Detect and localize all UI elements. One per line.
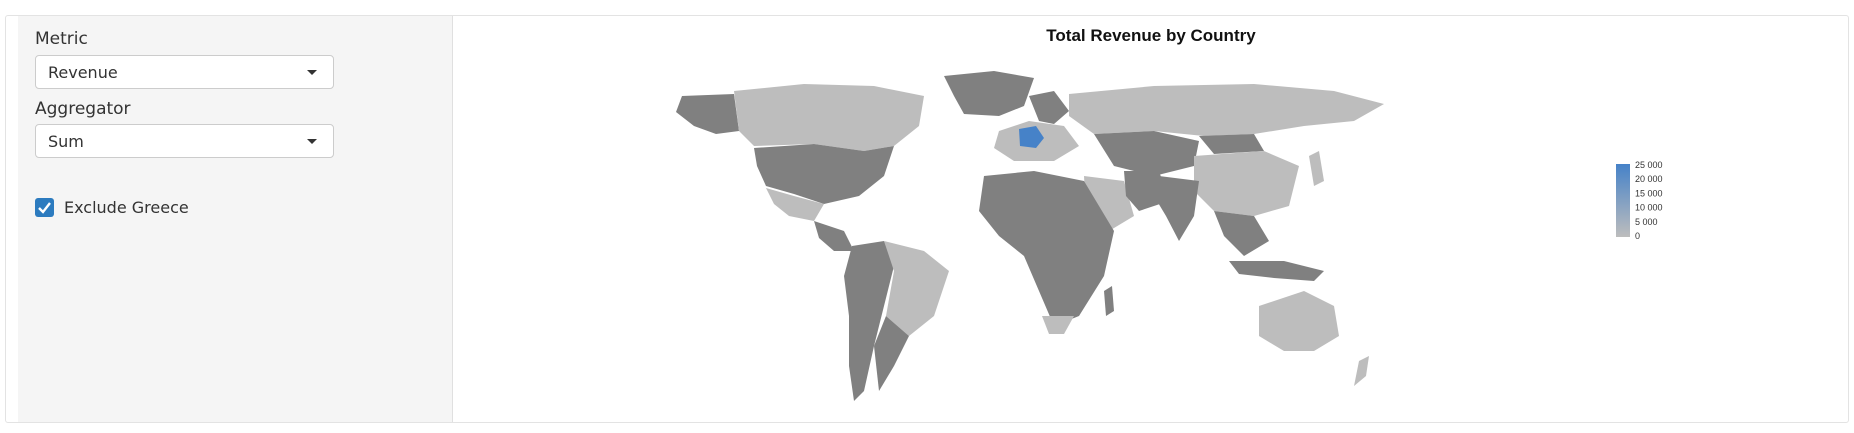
country-mexico[interactable] (766, 188, 824, 221)
country-mongolia[interactable] (1199, 134, 1264, 154)
legend-tick-label: 25 000 (1635, 160, 1663, 170)
metric-select[interactable]: Revenue (35, 55, 334, 89)
exclude-greece-checkbox[interactable] (35, 198, 54, 217)
aggregator-select-value: Sum (48, 132, 84, 151)
country-china[interactable] (1194, 151, 1299, 216)
world-map: 25 000 20 000 15 000 10 000 5 000 0 (676, 71, 1663, 401)
metric-label: Metric (35, 29, 88, 49)
legend-ticks: 25 000 20 000 15 000 10 000 5 000 0 (1635, 160, 1663, 241)
country-australia[interactable] (1259, 291, 1339, 351)
country-alaska[interactable] (676, 94, 739, 134)
country-argentina[interactable] (874, 316, 909, 391)
legend-tick-label: 5 000 (1635, 217, 1658, 227)
country-madagascar[interactable] (1104, 286, 1114, 316)
country-central-america[interactable] (814, 221, 854, 251)
metric-select-value: Revenue (48, 63, 118, 82)
country-south-america-west[interactable] (844, 241, 894, 401)
country-germany[interactable] (1019, 126, 1044, 148)
chevron-down-icon (307, 139, 317, 144)
country-indonesia[interactable] (1229, 261, 1324, 281)
country-russia[interactable] (1069, 84, 1384, 136)
country-brazil[interactable] (884, 241, 949, 336)
country-central-asia[interactable] (1094, 131, 1199, 176)
country-scandinavia[interactable] (1029, 91, 1069, 124)
sidebar-panel: Metric Revenue Aggregator Sum Exclude Gr… (18, 16, 453, 422)
country-canada[interactable] (734, 84, 924, 151)
map-title: Total Revenue by Country (1046, 26, 1256, 45)
country-new-zealand[interactable] (1354, 356, 1369, 386)
country-japan[interactable] (1309, 151, 1324, 186)
legend-tick-label: 15 000 (1635, 188, 1663, 198)
aggregator-select[interactable]: Sum (35, 124, 334, 158)
legend-colorbar (1616, 164, 1630, 237)
legend-tick-label: 10 000 (1635, 203, 1663, 213)
exclude-greece-label: Exclude Greece (64, 198, 189, 217)
aggregator-label: Aggregator (35, 99, 131, 119)
legend-tick-label: 20 000 (1635, 174, 1663, 184)
legend-tick-label: 0 (1635, 231, 1640, 241)
country-se-asia[interactable] (1214, 211, 1269, 256)
chevron-down-icon (307, 70, 317, 75)
country-south-africa[interactable] (1042, 316, 1074, 334)
country-usa[interactable] (754, 144, 894, 204)
country-greenland[interactable] (944, 71, 1034, 116)
map-panel: Total Revenue by Country (454, 16, 1848, 422)
country-india[interactable] (1154, 176, 1199, 241)
dashboard: Metric Revenue Aggregator Sum Exclude Gr… (5, 15, 1849, 423)
checkmark-icon (38, 202, 51, 214)
country-africa[interactable] (979, 171, 1114, 326)
